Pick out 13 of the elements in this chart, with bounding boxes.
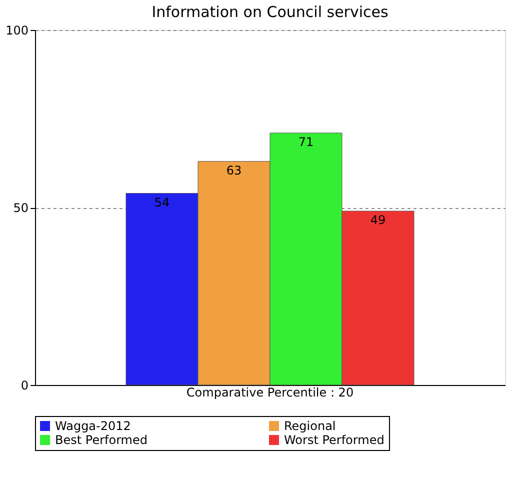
legend-label: Regional: [284, 419, 336, 433]
data-label: 63: [226, 163, 242, 178]
y-tick-label: 100: [6, 24, 28, 38]
chart-title: Information on Council services: [152, 3, 388, 21]
data-label: 54: [154, 195, 170, 210]
legend-label: Best Performed: [55, 433, 148, 447]
y-tick-label: 50: [13, 201, 28, 215]
legend-label: Wagga-2012: [55, 419, 131, 433]
data-label: 49: [370, 213, 386, 228]
legend-label: Worst Performed: [284, 433, 384, 447]
data-label: 71: [298, 134, 314, 149]
x-tick-label: Comparative Percentile : 20: [186, 386, 354, 400]
y-tick-label: 0: [20, 378, 28, 392]
